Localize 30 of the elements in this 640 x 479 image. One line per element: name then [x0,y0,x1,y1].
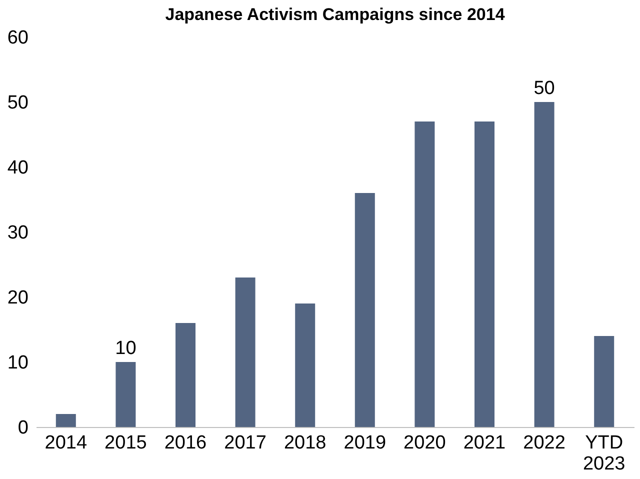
x-tick-label: 2019 [344,432,386,454]
data-label: 50 [534,78,555,99]
y-tick-label: 20 [7,288,28,308]
y-tick-label: 40 [7,158,28,178]
chart-title: Japanese Activism Campaigns since 2014 [165,5,506,24]
x-tick-label: 2020 [404,432,446,454]
bar [235,278,256,427]
bar [176,323,196,427]
y-tick-label: 50 [7,92,28,114]
bar [414,122,435,427]
x-tick-label: 2015 [104,432,147,454]
x-tick-label: 2018 [284,432,326,454]
y-tick-label: 30 [7,222,28,244]
y-tick-label: 0 [18,418,28,438]
bar [56,414,76,427]
data-label: 10 [115,338,136,359]
x-tick-label: 2014 [44,432,88,454]
bar [354,193,375,427]
bar [594,336,614,427]
bar [116,362,136,427]
x-tick-label: 2022 [523,432,566,454]
bar [534,102,554,427]
bar [474,122,494,427]
bar [295,304,316,427]
x-tick-label: 2016 [164,432,207,454]
x-tick-label: 2017 [224,432,266,454]
x-tick-label: YTD 2023 [582,432,626,474]
x-tick-label: 2021 [463,432,506,454]
y-tick-label: 60 [7,28,28,48]
y-tick-label: 10 [7,352,28,374]
